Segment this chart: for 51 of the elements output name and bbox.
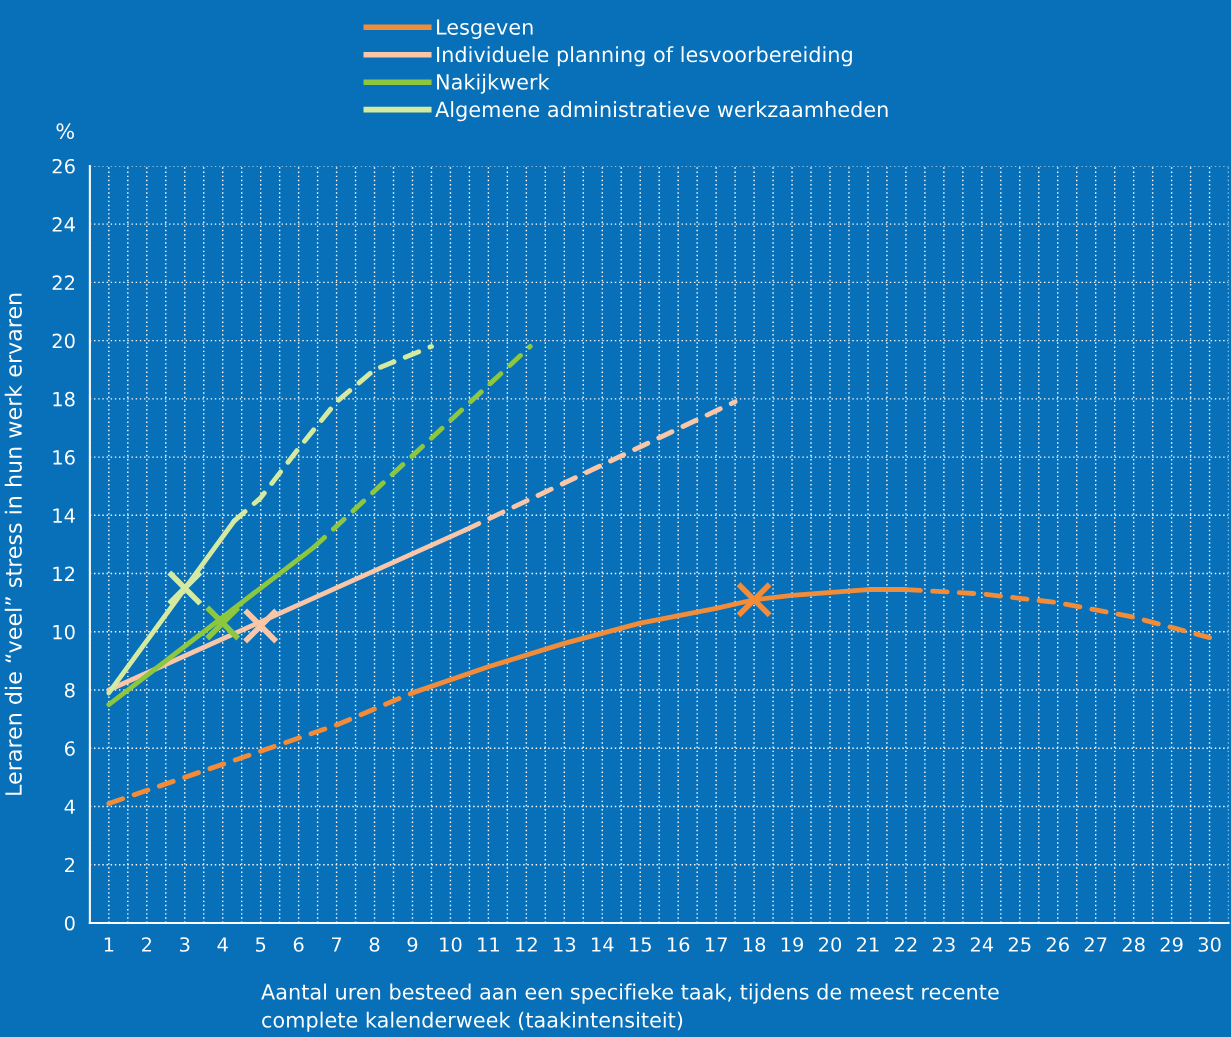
y-tick-label: 12 xyxy=(53,566,75,581)
y-tick-label: 0 xyxy=(64,915,75,931)
x-tick-label: 17 xyxy=(705,937,727,952)
x-tick-label: 5 xyxy=(255,937,266,952)
x-tick-label: 23 xyxy=(932,937,955,952)
x-tick-label: 8 xyxy=(369,937,380,952)
y-tick-label: 18 xyxy=(53,391,75,407)
x-tick-label: 4 xyxy=(217,937,228,952)
x-tick-label: 27 xyxy=(1084,937,1107,952)
x-tick-label: 2 xyxy=(142,937,152,952)
legend-label: Individuele planning of lesvoorbereiding xyxy=(437,46,852,67)
x-axis-title: Aantal uren besteed aan een specifieke taak, tijdens de meest recente complete kalenderweek (taakintensiteit) xyxy=(261,983,999,1032)
x-tick-label: 6 xyxy=(293,937,304,952)
x-tick-label: 18 xyxy=(743,937,766,952)
x-tick-label: 20 xyxy=(819,937,842,952)
text: % xyxy=(56,123,74,140)
x-tick-label: 13 xyxy=(554,937,576,952)
y-tick-label: 4 xyxy=(64,799,75,814)
x-tick-label: 29 xyxy=(1160,937,1183,952)
y-tick-label: 22 xyxy=(52,275,75,290)
x-tick-label: 12 xyxy=(516,937,537,952)
x-tick-label: 28 xyxy=(1122,937,1145,952)
x-tick-label: 19 xyxy=(781,937,804,952)
x-tick-label: 10 xyxy=(440,937,462,952)
y-tick-label: 8 xyxy=(64,682,75,698)
y-tick-label: 26 xyxy=(52,158,75,174)
y-tick-label: 14 xyxy=(53,508,75,523)
x-tick-label: 9 xyxy=(407,937,418,952)
legend-label: Algemene administratieve werkzaamheden xyxy=(435,101,888,122)
x-tick-label: 21 xyxy=(857,937,879,952)
x-tick-label: 15 xyxy=(629,937,651,952)
y-tick-label: 16 xyxy=(53,450,75,465)
legend-label: Nakijkwerk xyxy=(437,73,550,94)
legend-label: Lesgeven xyxy=(437,19,533,39)
x-tick-label: 1 xyxy=(104,937,114,952)
x-tick-label: 26 xyxy=(1046,937,1069,952)
x-tick-label: 30 xyxy=(1198,937,1221,952)
y-tick-label: 20 xyxy=(52,333,75,349)
y-tick-label: 10 xyxy=(53,624,75,640)
y-tick-label: 24 xyxy=(52,217,75,232)
x-tick-label: 14 xyxy=(592,937,614,952)
x-tick-label: 24 xyxy=(970,937,994,952)
x-tick-label: 11 xyxy=(478,937,499,952)
x-tick-label: 7 xyxy=(331,937,342,952)
y-tick-label: 2 xyxy=(65,857,75,873)
x-tick-label: 16 xyxy=(667,937,690,952)
x-tick-label: 22 xyxy=(894,937,917,952)
y-axis-title: Leraren die “veel” stress in hun werk ervaren xyxy=(4,293,22,795)
y-tick-label: 6 xyxy=(64,741,75,756)
x-tick-label: 25 xyxy=(1008,937,1031,952)
x-tick-label: 3 xyxy=(180,937,190,952)
